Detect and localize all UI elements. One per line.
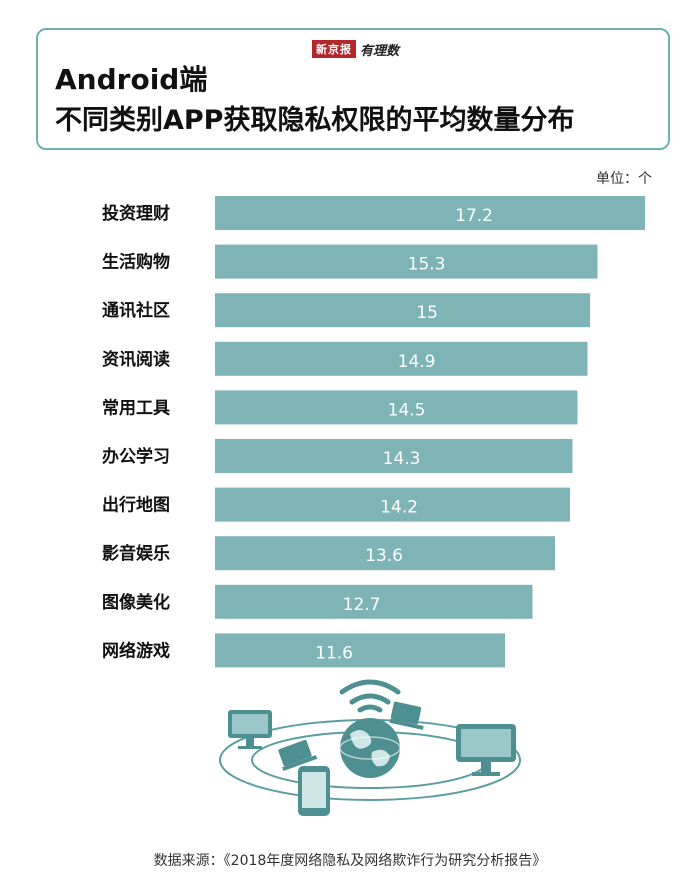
- bar: [215, 244, 598, 279]
- bar: [215, 536, 555, 571]
- laptop-icon-left: [278, 739, 318, 772]
- network-illustration: [219, 679, 521, 816]
- value-label: 17.2: [455, 206, 493, 226]
- bar: [215, 487, 570, 522]
- value-label: 14.9: [398, 352, 436, 372]
- bar: [215, 390, 578, 425]
- value-label: 13.6: [365, 546, 403, 566]
- laptop-icon: [389, 701, 424, 730]
- category-label: 网络游戏: [102, 640, 170, 661]
- category-label: 出行地图: [102, 495, 170, 516]
- brand-badge: 新京报: [312, 40, 356, 58]
- category-label: 办公学习: [102, 446, 170, 467]
- bar: [215, 584, 533, 619]
- value-label: 15: [416, 303, 438, 323]
- phone-icon: [298, 766, 330, 816]
- brand-logo: 新京报 有理数: [312, 40, 400, 59]
- value-label: 15.3: [408, 255, 446, 275]
- category-label: 生活购物: [102, 252, 170, 273]
- monitor-icon-right: [456, 724, 516, 776]
- monitor-icon: [228, 710, 272, 749]
- unit-label: 单位：个: [596, 171, 652, 187]
- bar-chart: 投资理财 17.2 生活购物 15.3 通讯社区 15 资讯阅读 14.9 常用工具 14.5 办公…: [102, 196, 645, 668]
- source-note: 数据来源：《2018年度网络隐私及网络欺诈行为研究分析报告》: [153, 853, 547, 869]
- category-label: 投资理财: [102, 203, 170, 224]
- bar: [215, 341, 588, 376]
- category-label: 常用工具: [102, 397, 170, 418]
- bar: [215, 633, 505, 668]
- value-label: 14.5: [388, 400, 426, 420]
- value-label: 14.2: [380, 498, 418, 518]
- globe-icon: [339, 718, 401, 778]
- brand-text: 有理数: [360, 43, 400, 59]
- value-label: 11.6: [315, 643, 353, 663]
- chart-title-line1: Android端: [55, 63, 208, 96]
- value-label: 14.3: [383, 449, 421, 469]
- wifi-icon: [339, 679, 401, 713]
- value-label: 12.7: [343, 595, 381, 615]
- bar: [215, 196, 645, 230]
- category-label: 影音娱乐: [102, 543, 170, 564]
- category-label: 通讯社区: [102, 300, 170, 321]
- category-label: 资讯阅读: [102, 349, 170, 370]
- chart-title-line2: 不同类别APP获取隐私权限的平均数量分布: [55, 105, 575, 136]
- bar: [215, 439, 573, 473]
- category-label: 图像美化: [102, 592, 170, 613]
- bar: [215, 293, 590, 328]
